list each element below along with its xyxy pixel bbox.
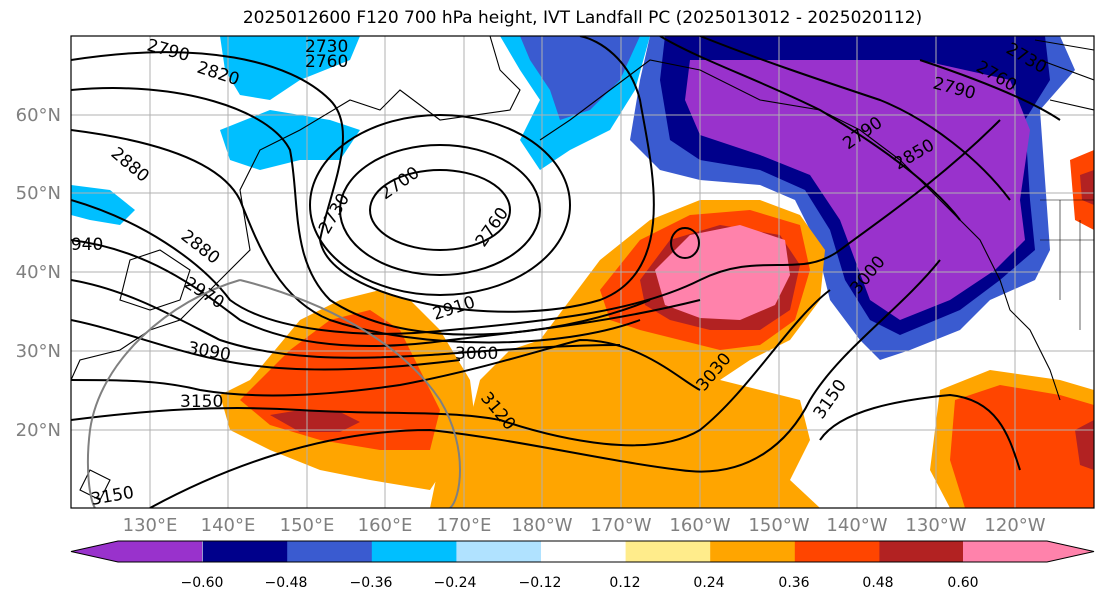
colorbar-tick-label: −0.48 bbox=[265, 575, 308, 591]
colorbar-segment bbox=[625, 541, 711, 562]
colorbar-tick-label: 0.36 bbox=[778, 575, 809, 591]
colorbar-outline bbox=[70, 540, 1095, 563]
colorbar-segment bbox=[794, 541, 880, 562]
ivt-positive-anomaly-area bbox=[220, 150, 1094, 508]
lat-label: 30°N bbox=[16, 341, 61, 362]
colorbar bbox=[70, 540, 1095, 563]
colorbar-tick-label: 0.24 bbox=[693, 575, 724, 591]
colorbar-segment bbox=[963, 541, 1094, 562]
lon-label: 120°W bbox=[984, 515, 1045, 536]
lon-label: 180°W bbox=[511, 515, 572, 536]
contour-label: 2730 bbox=[305, 37, 348, 57]
colorbar-segment bbox=[371, 541, 457, 562]
colorbar-ticks: −0.60 −0.48 −0.36 −0.24 −0.12 0.12 0.24 … bbox=[181, 575, 979, 591]
ivt-negative-anomaly-area bbox=[71, 36, 1075, 360]
contour-label: 3150 bbox=[180, 392, 223, 412]
colorbar-segment bbox=[710, 541, 796, 562]
lat-label: 40°N bbox=[16, 262, 61, 283]
lon-label: 160°E bbox=[358, 515, 413, 536]
map-title: 2025012600 F120 700 hPa height, IVT Land… bbox=[242, 8, 923, 28]
graticule-grid bbox=[71, 36, 1094, 508]
lon-label: 130°E bbox=[123, 515, 178, 536]
lon-label: 140°E bbox=[201, 515, 256, 536]
colorbar-segment bbox=[287, 541, 373, 562]
colorbar-tick-label: 0.60 bbox=[947, 575, 978, 591]
colorbar-tick-label: 0.48 bbox=[862, 575, 893, 591]
colorbar-tick-label: −0.12 bbox=[519, 575, 562, 591]
colorbar-segment bbox=[71, 541, 202, 562]
lat-label: 20°N bbox=[16, 420, 61, 441]
latitude-labels: 60°N 50°N 40°N 30°N 20°N bbox=[16, 105, 61, 441]
lon-label: 150°E bbox=[280, 515, 335, 536]
contour-label: 2940 bbox=[60, 235, 103, 255]
colorbar-segment bbox=[202, 541, 288, 562]
lon-label: 150°W bbox=[748, 515, 809, 536]
lon-label: 170°E bbox=[437, 515, 492, 536]
contour-label: 2760 bbox=[305, 52, 348, 72]
lon-label: 140°W bbox=[826, 515, 887, 536]
lon-label: 170°W bbox=[590, 515, 651, 536]
lon-label: 160°W bbox=[669, 515, 730, 536]
height-contours bbox=[71, 36, 1061, 508]
longitude-labels: 130°E 140°E 150°E 160°E 170°E 180°W 170°… bbox=[123, 515, 1046, 536]
circle-outline bbox=[86, 279, 461, 508]
colorbar-segment bbox=[541, 541, 627, 562]
colorbar-tick-label: −0.24 bbox=[434, 575, 477, 591]
colorbar-tick-label: 0.12 bbox=[609, 575, 640, 591]
colorbar-tick-label: −0.60 bbox=[181, 575, 224, 591]
lat-label: 50°N bbox=[16, 183, 61, 204]
lon-label: 130°W bbox=[905, 515, 966, 536]
contour-label: 3060 bbox=[455, 344, 498, 364]
state-borders bbox=[1040, 199, 1094, 330]
colorbar-tick-label: −0.36 bbox=[350, 575, 393, 591]
colorbar-segment bbox=[456, 541, 542, 562]
colorbar-segment bbox=[879, 541, 965, 562]
lat-label: 60°N bbox=[16, 105, 61, 126]
